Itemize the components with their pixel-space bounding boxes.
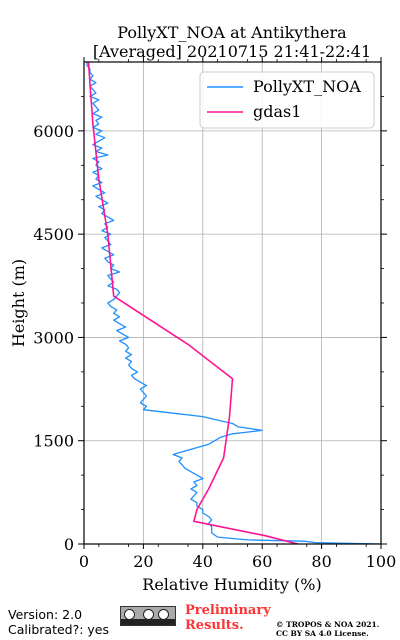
legend: PollyXT_NOA gdas1 [199,71,375,129]
x-tick-label: 0 [79,552,89,571]
cc-by-sa-icon [120,606,176,626]
y-tick-label: 1500 [33,432,74,451]
x-tick-label: 20 [133,552,153,571]
version-info: Version: 2.0 Calibrated?: yes [8,607,109,637]
y-tick-label: 6000 [33,122,74,141]
y-axis-label: Height (m) [9,259,28,347]
y-tick-label: 4500 [33,225,74,244]
calibrated-text: Calibrated?: yes [8,622,110,637]
grid-lines [84,62,381,544]
x-axis-label: Relative Humidity (%) [142,575,321,594]
chart-subtitle: [Averaged] 20210715 21:41-22:41 [93,42,371,61]
series-layer [86,62,381,544]
x-tick-label: 40 [193,552,213,571]
axis-ticks: 0 20 40 60 80 100 0 1500 3000 4500 6000 [33,57,396,571]
preliminary-results-notice: Preliminary Results. [185,603,271,633]
preliminary-line2: Results. [185,618,244,633]
copyright-notice: © TROPOS & NOA 2021. CC BY SA 4.0 Licens… [276,620,379,638]
x-tick-label: 80 [311,552,331,571]
x-tick-label: 60 [252,552,272,571]
legend-label-pollyxt: PollyXT_NOA [253,77,361,96]
series-line-pollyxt-noa [86,62,381,544]
copyright-line1: © TROPOS & NOA 2021. [276,620,380,629]
y-tick-label: 3000 [33,328,74,347]
version-text: Version: 2.0 [8,607,83,622]
plot-frame [83,61,382,545]
y-tick-label: 0 [64,535,74,554]
x-tick-label: 100 [366,552,397,571]
legend-label-gdas1: gdas1 [253,102,301,121]
legend-box [199,71,375,129]
series-line-gdas1 [87,62,298,544]
preliminary-line1: Preliminary [185,603,271,618]
chart-title: PollyXT_NOA at Antikythera [117,23,347,42]
copyright-line2: CC BY SA 4.0 License. [276,629,369,638]
